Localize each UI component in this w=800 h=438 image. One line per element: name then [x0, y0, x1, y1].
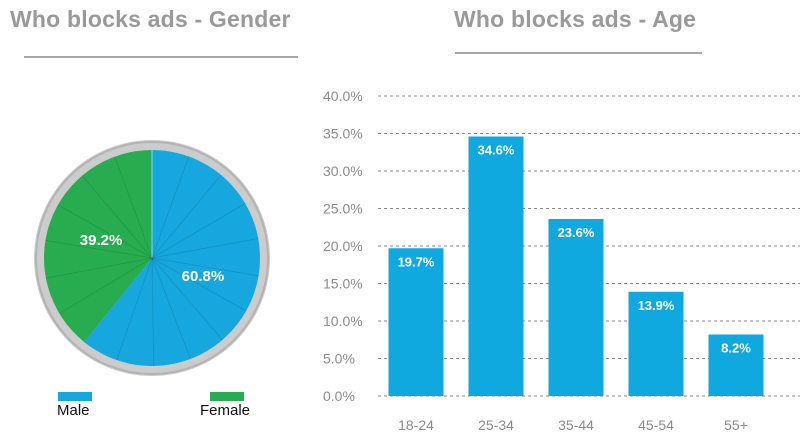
- x-tick-label: 55+: [724, 417, 748, 433]
- bar-55+: [708, 334, 764, 396]
- y-tick-label: 25.0%: [323, 201, 363, 217]
- pie-slice-texture-line: [151, 257, 223, 341]
- gender-pie-chart: 60.8% 39.2%: [34, 140, 270, 376]
- y-tick-label: 0.0%: [323, 388, 355, 404]
- y-tick-label: 10.0%: [323, 313, 363, 329]
- x-tick-label: 35-44: [558, 417, 594, 433]
- bar-value-label: 19.7%: [398, 254, 435, 269]
- pie-slice-texture-line: [151, 174, 222, 259]
- pie-slice-texture-line: [57, 204, 153, 259]
- bar-35-44: [548, 219, 604, 396]
- gender-chart-title: Who blocks ads - Gender: [10, 6, 291, 32]
- age-bar-chart: 0.0% 5.0% 10.0% 15.0% 20.0% 25.0% 30.0% 35.0% 40…: [323, 88, 800, 433]
- pie-slice-texture-line: [151, 257, 155, 366]
- bar-value-label: 23.6%: [558, 225, 595, 240]
- pie-slice-texture-line: [151, 257, 191, 360]
- x-tick-label: 45-54: [638, 417, 674, 433]
- bar-value-label: 8.2%: [721, 341, 751, 356]
- pie-slice-texture-line: [151, 257, 259, 277]
- pie-slice-texture-line: [59, 257, 153, 314]
- pie-slice-texture-line: [116, 257, 153, 361]
- pie-label-female: 39.2%: [80, 232, 123, 249]
- pie-slice-texture-line: [151, 257, 247, 312]
- pie-label-male: 60.8%: [182, 268, 225, 285]
- legend-swatch-female: [210, 392, 244, 401]
- bar-value-label: 13.9%: [638, 298, 675, 313]
- pie-slice-texture-line: [151, 156, 190, 259]
- pie-slice-texture-line: [114, 156, 153, 259]
- legend-swatch-male: [58, 392, 92, 401]
- y-tick-label: 40.0%: [323, 88, 363, 104]
- bar-45-54: [628, 291, 684, 396]
- bar-value-label: 34.6%: [478, 143, 515, 158]
- y-tick-label: 5.0%: [323, 351, 355, 367]
- x-tick-label: 25-34: [478, 417, 514, 433]
- age-chart-title: Who blocks ads - Age: [454, 6, 697, 32]
- legend-label-female: Female: [200, 402, 251, 419]
- legend-label-male: Male: [57, 402, 90, 419]
- y-tick-label: 35.0%: [323, 126, 363, 142]
- age-title-underline: [455, 52, 702, 54]
- pie-rim-shade: [35, 141, 269, 375]
- gender-title-underline: [24, 56, 298, 58]
- x-tick-label: 18-24: [398, 417, 434, 433]
- pie-slice-female: [44, 150, 153, 343]
- pie-slice-texture-line: [151, 203, 246, 259]
- y-tick-label: 20.0%: [323, 238, 363, 254]
- bar-18-24: [388, 248, 444, 396]
- y-tick-label: 30.0%: [323, 163, 363, 179]
- y-tick-label: 15.0%: [323, 276, 363, 292]
- pie-slice-texture-line: [45, 257, 153, 279]
- bar-25-34: [468, 136, 524, 396]
- pie-slice-texture-line: [45, 240, 153, 259]
- pie-slice-texture-line: [151, 238, 259, 259]
- pie-slice-male: [84, 150, 261, 366]
- pie-slice-texture-line: [81, 175, 153, 259]
